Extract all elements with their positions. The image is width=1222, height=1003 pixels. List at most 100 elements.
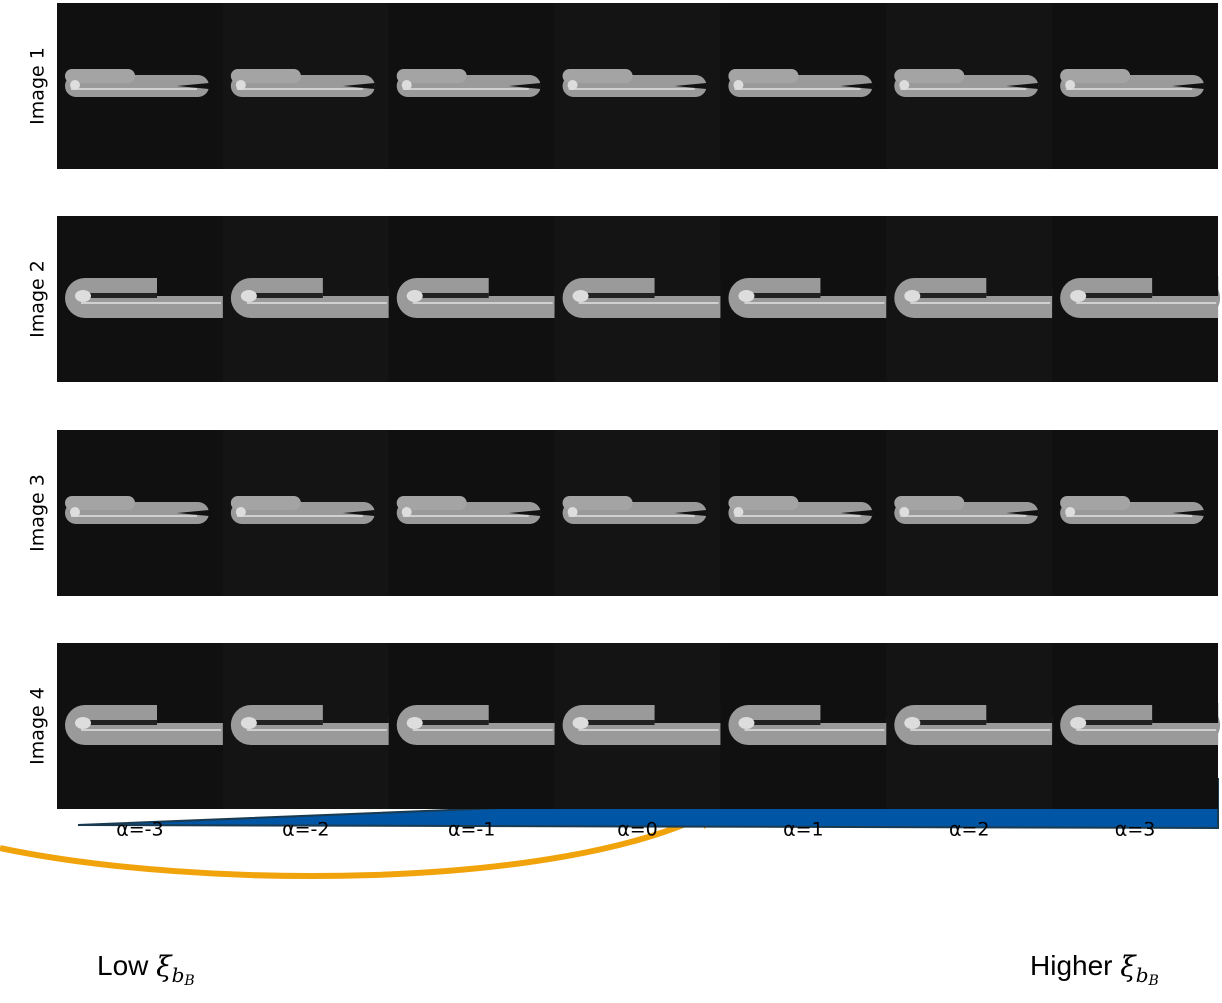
image-cell (1052, 643, 1221, 809)
specimen-right (820, 296, 887, 318)
specimen-slot (508, 83, 541, 89)
specimen-slot (342, 510, 375, 516)
specimen-flap (396, 69, 467, 83)
specimen-tip (240, 290, 257, 302)
specimen-right (654, 296, 721, 318)
specimen-right (322, 723, 389, 745)
row-label: Image 1 (27, 47, 49, 125)
specimen-slot (674, 510, 707, 516)
specimen-tip (235, 80, 246, 90)
specimen-slot (910, 720, 987, 725)
specimen-gap (157, 276, 223, 296)
specimen-gap (820, 703, 887, 723)
specimen-right (1152, 296, 1219, 318)
specimen-slot (177, 510, 209, 516)
column-label: α=-3 (116, 819, 163, 841)
image-cell (720, 643, 889, 809)
specimen-slot (1006, 510, 1039, 516)
specimen-slot (177, 83, 209, 89)
image-cell (554, 430, 721, 596)
specimen-right (820, 723, 887, 745)
image-cell (57, 643, 225, 809)
specimen-right (488, 723, 555, 745)
specimen-slot (1076, 293, 1153, 298)
image-cell (720, 3, 887, 169)
image-cell (222, 430, 389, 596)
specimen-flap (894, 69, 965, 83)
specimen-tip (70, 80, 80, 90)
specimen-flap (728, 496, 799, 510)
image-cell (720, 430, 887, 596)
specimen-tip (904, 290, 921, 302)
image-cell (886, 430, 1053, 596)
specimen-gap (986, 276, 1053, 296)
low-label: Low ξbB (97, 950, 195, 990)
specimen-tip (738, 290, 755, 302)
specimen-slot (1006, 83, 1039, 89)
specimen-flap (396, 496, 467, 510)
column-label: α=0 (617, 819, 658, 841)
specimen-gap (322, 703, 389, 723)
specimen-flap (894, 496, 965, 510)
specimen-slot (578, 720, 655, 725)
specimen-slot (508, 510, 541, 516)
image-cell (388, 3, 555, 169)
image-cell (388, 216, 557, 382)
specimen-slot (412, 720, 489, 725)
specimen-gap (322, 276, 389, 296)
specimen-tip (401, 80, 412, 90)
specimen-gap (654, 276, 721, 296)
specimen-tip (1065, 80, 1076, 90)
specimen-slot (578, 293, 655, 298)
specimen-tip (567, 507, 578, 517)
specimen-right (1152, 723, 1219, 745)
image-cell (554, 3, 721, 169)
specimen-slot (1172, 510, 1205, 516)
image-cell (1052, 3, 1218, 169)
specimen-tip (733, 507, 744, 517)
image-cell (57, 3, 223, 169)
specimen-tip (899, 80, 910, 90)
row-label: Image 4 (27, 687, 49, 765)
specimen-right (986, 296, 1053, 318)
specimen-flap (65, 69, 135, 83)
image-cell (886, 216, 1055, 382)
specimen-tip (235, 507, 246, 517)
specimen-tip (401, 507, 412, 517)
row-label: Image 2 (27, 260, 49, 338)
specimen-flap (562, 496, 633, 510)
image-cell (57, 430, 223, 596)
arrow (0, 807, 721, 880)
column-label: α=-2 (282, 819, 329, 841)
row-label: Image 3 (27, 474, 49, 552)
specimen-slot (1076, 720, 1153, 725)
specimen-tip (904, 717, 921, 729)
specimen-tip (406, 717, 423, 729)
specimen-tip (75, 290, 91, 302)
specimen-tip (733, 80, 744, 90)
image-cell (886, 643, 1055, 809)
specimen-gap (1152, 276, 1219, 296)
image-cell (57, 216, 225, 382)
specimen-tip (406, 290, 423, 302)
specimen-gap (654, 703, 721, 723)
specimen-gap (488, 276, 555, 296)
specimen-right (654, 723, 721, 745)
specimen-slot (342, 83, 375, 89)
specimen-tip (70, 507, 80, 517)
specimen-tip (572, 717, 589, 729)
specimen-tip (1065, 507, 1076, 517)
image-cell (886, 3, 1053, 169)
column-label: α=2 (949, 819, 990, 841)
specimen-flap (1060, 69, 1131, 83)
image-cell (720, 216, 889, 382)
specimen-slot (744, 720, 821, 725)
image-cell (1052, 216, 1221, 382)
image-cell (222, 3, 389, 169)
specimen-flap (1060, 496, 1131, 510)
specimen-slot (744, 293, 821, 298)
image-cell (1052, 430, 1218, 596)
specimen-tip (738, 717, 755, 729)
specimen-slot (412, 293, 489, 298)
specimen-flap (230, 496, 301, 510)
